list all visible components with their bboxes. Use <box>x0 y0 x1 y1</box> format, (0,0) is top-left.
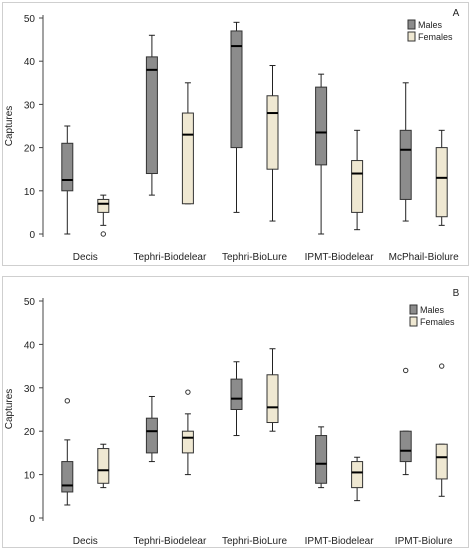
box-body <box>230 30 243 149</box>
legend-swatch <box>407 31 416 42</box>
x-tick-label: Decis <box>73 536 98 547</box>
box-body <box>266 95 279 170</box>
box-body <box>97 448 110 484</box>
box-males-3 <box>315 426 328 489</box>
box-body <box>230 378 243 410</box>
legend-label: Males <box>420 305 445 315</box>
y-tick-label: 20 <box>24 427 36 438</box>
box-body <box>399 129 412 200</box>
box-males-1 <box>145 395 158 463</box>
outlier-point <box>64 398 71 404</box>
box-body <box>145 417 158 454</box>
legend-label: Males <box>418 20 443 30</box>
chart-panel-1: 0 10 20 30 40 50 Captures B Decis Tephri-Biodelea… <box>4 288 460 547</box>
legend: Males Females <box>409 304 455 327</box>
x-tick-label: Tephri-BioLure <box>222 536 287 547</box>
box-body <box>435 147 448 218</box>
chart-panel-b <box>2 276 469 548</box>
legend-swatch <box>409 316 418 327</box>
box-females-2 <box>266 348 279 432</box>
x-tick-label: Decis <box>73 252 98 263</box>
y-tick-label: 50 <box>24 14 36 25</box>
legend-label: Females <box>420 317 455 327</box>
box-males-0 <box>61 398 74 506</box>
x-tick-label: IPMT-Biodelear <box>305 252 375 263</box>
box-body <box>315 435 328 484</box>
x-tick-label: IPMT-Biolure <box>395 536 453 547</box>
outlier-point <box>439 363 445 369</box>
box-body <box>97 198 110 213</box>
box-body <box>61 461 74 493</box>
y-tick-label: 30 <box>24 100 36 111</box>
y-axis-label: Captures <box>4 389 15 430</box>
outlier-point <box>185 389 191 395</box>
box-body <box>315 86 328 166</box>
box-males-2 <box>230 21 243 213</box>
y-tick-label: 10 <box>24 187 36 198</box>
box-females-1 <box>181 389 194 476</box>
box-body <box>399 430 412 463</box>
y-tick-label: 40 <box>24 57 36 68</box>
x-tick-label: Tephri-Biodelear <box>133 252 206 263</box>
y-tick-label: 0 <box>29 230 35 241</box>
y-tick-label: 30 <box>24 384 36 395</box>
box-females-4 <box>435 129 448 226</box>
legend-swatch <box>409 304 418 315</box>
box-body <box>61 142 74 192</box>
legend: Males Females <box>407 19 453 42</box>
y-tick-label: 10 <box>24 471 36 482</box>
box-females-1 <box>181 82 194 205</box>
x-tick-label: Tephri-BioLure <box>222 252 287 263</box>
box-females-3 <box>351 129 364 231</box>
box-females-2 <box>266 65 279 222</box>
box-males-4 <box>399 367 412 476</box>
y-tick-label: 20 <box>24 144 36 155</box>
box-body <box>145 56 158 175</box>
box-males-0 <box>61 125 74 235</box>
box-body <box>435 443 448 480</box>
x-tick-label: Tephri-Biodelear <box>133 536 206 547</box>
x-tick-label: McPhail-Biolure <box>389 252 459 263</box>
box-females-4 <box>435 363 448 497</box>
box-body <box>351 461 364 489</box>
box-females-3 <box>351 456 364 502</box>
outlier-point <box>403 367 409 374</box>
legend-label: Females <box>418 32 453 42</box>
box-females-0 <box>97 443 110 489</box>
y-axis-label: Captures <box>4 106 15 147</box>
y-tick-label: 0 <box>29 514 35 525</box>
box-males-4 <box>399 82 412 222</box>
x-tick-label: IPMT-Biodelear <box>305 536 375 547</box>
outlier-point <box>100 231 107 237</box>
box-body <box>266 374 279 424</box>
box-body <box>181 112 194 205</box>
box-males-3 <box>315 73 328 235</box>
panel-label: B <box>453 288 460 299</box>
panel-label: A <box>453 8 460 19</box>
chart-panel-0: 0 10 20 30 40 50 Captures A Decis Tephri-Biodelea… <box>4 8 460 263</box>
y-tick-label: 40 <box>24 340 36 351</box>
legend-swatch <box>407 19 416 30</box>
box-body <box>351 160 364 213</box>
y-tick-label: 50 <box>24 297 36 308</box>
box-females-0 <box>97 194 110 237</box>
box-males-2 <box>230 361 243 437</box>
box-body <box>181 430 194 454</box>
box-males-1 <box>145 34 158 196</box>
